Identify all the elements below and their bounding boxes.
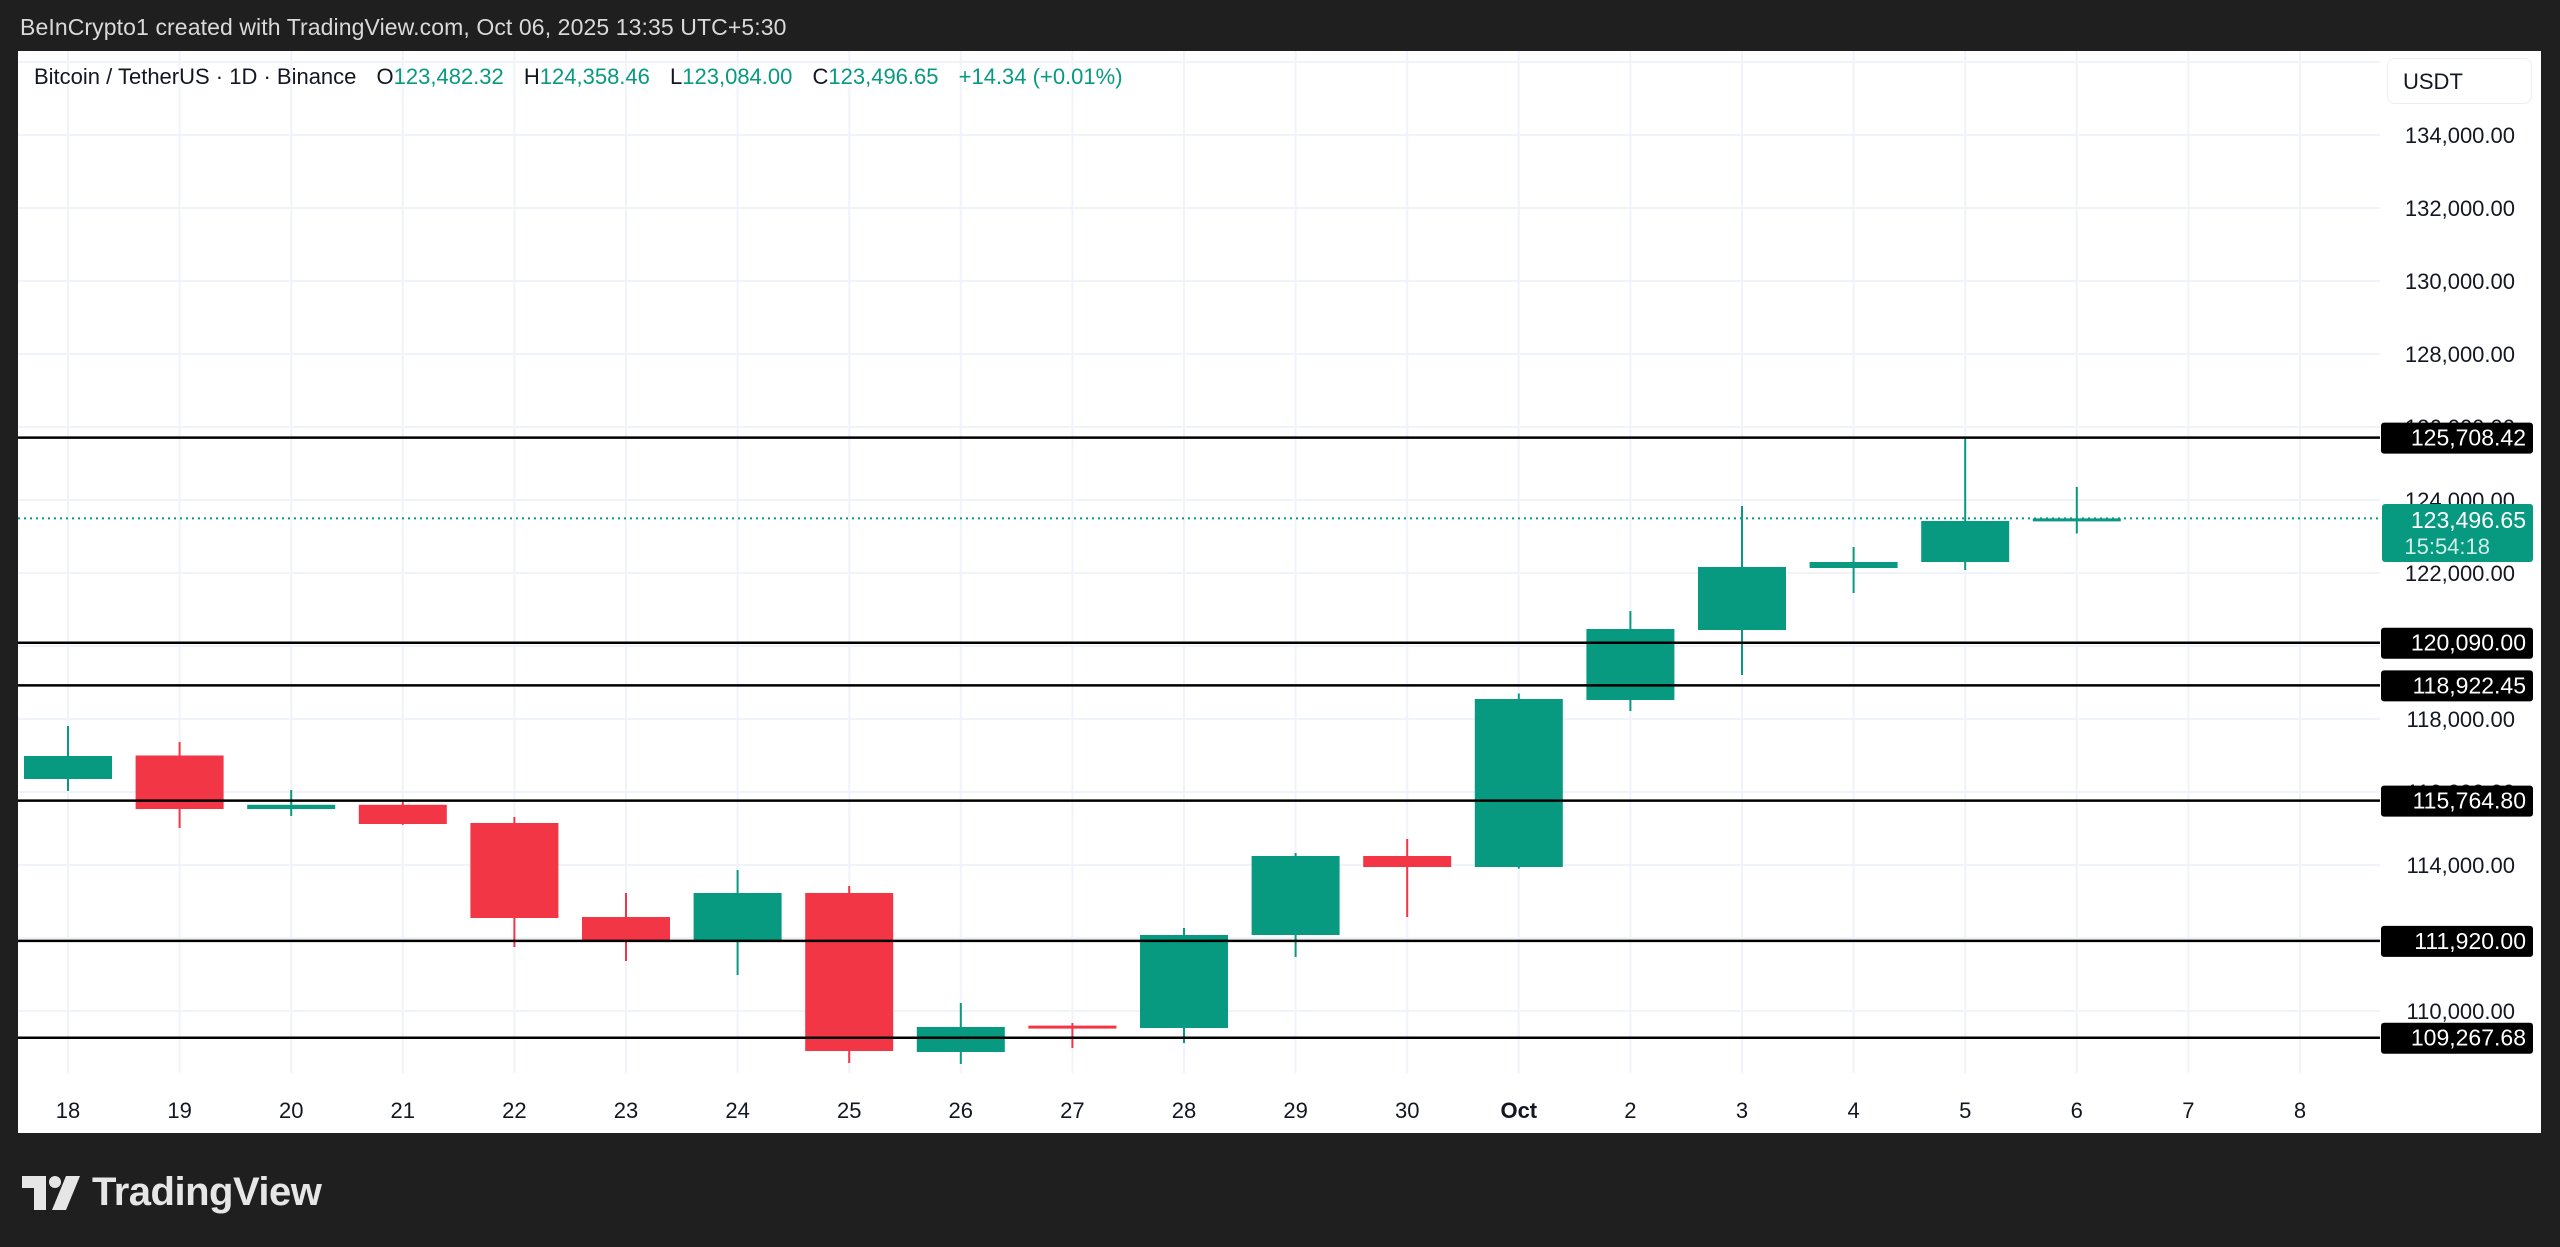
level-price-label bbox=[2381, 670, 2533, 702]
current-price-text: 123,496.65 bbox=[2411, 507, 2526, 533]
candle-body[interactable] bbox=[1698, 567, 1786, 631]
time-axis-tick: 23 bbox=[614, 1098, 638, 1123]
candle-body[interactable] bbox=[1809, 562, 1898, 568]
candle-body[interactable] bbox=[1363, 855, 1452, 868]
time-axis-tick: 27 bbox=[1060, 1098, 1084, 1123]
price-axis-tick: 130,000.00 bbox=[2405, 269, 2515, 294]
candle-body[interactable] bbox=[582, 917, 670, 943]
candle-body[interactable] bbox=[1474, 698, 1563, 868]
close-label: C bbox=[812, 64, 829, 89]
low-label: L bbox=[670, 64, 683, 89]
candle-body[interactable] bbox=[1586, 628, 1675, 700]
time-axis-tick: 30 bbox=[1395, 1098, 1419, 1123]
time-axis-tick: 4 bbox=[1847, 1098, 1859, 1123]
time-axis-tick: 29 bbox=[1283, 1098, 1307, 1123]
open-label: O bbox=[376, 64, 394, 89]
open-value: 123,482.32 bbox=[393, 64, 504, 89]
high-label: H bbox=[523, 64, 540, 89]
candle-body[interactable] bbox=[805, 892, 894, 1052]
time-axis-tick: 2 bbox=[1624, 1098, 1636, 1123]
symbol-legend: Bitcoin / TetherUS · 1D · Binance O123,4… bbox=[34, 64, 1123, 90]
level-price-text: 111,920.00 bbox=[2414, 928, 2526, 954]
candle-body[interactable] bbox=[247, 804, 336, 810]
candle-body[interactable] bbox=[470, 822, 559, 918]
price-axis-tick: 114,000.00 bbox=[2407, 853, 2515, 878]
price-axis-tick: 122,000.00 bbox=[2405, 561, 2515, 586]
symbol-title[interactable]: Bitcoin / TetherUS · 1D · Binance bbox=[34, 64, 357, 89]
time-axis-tick: 20 bbox=[279, 1098, 303, 1123]
time-axis-tick: 7 bbox=[2182, 1098, 2194, 1123]
time-axis-tick: 8 bbox=[2294, 1098, 2306, 1123]
bar-countdown-text: 15:54:18 bbox=[2404, 534, 2490, 559]
chart-caption: BeInCrypto1 created with TradingView.com… bbox=[20, 14, 787, 40]
level-price-label bbox=[2381, 1022, 2533, 1054]
high-value: 124,358.46 bbox=[539, 64, 650, 89]
level-price-text: 120,090.00 bbox=[2411, 630, 2526, 656]
time-axis-tick: 6 bbox=[2071, 1098, 2083, 1123]
time-axis-tick: 3 bbox=[1736, 1098, 1748, 1123]
candle-body[interactable] bbox=[1921, 520, 2010, 563]
currency-button[interactable]: USDT bbox=[2387, 58, 2532, 104]
price-axis-tick: 132,000.00 bbox=[2405, 196, 2515, 221]
time-axis-tick: 18 bbox=[56, 1098, 80, 1123]
tradingview-logo: TradingView bbox=[22, 1170, 322, 1215]
tradingview-wordmark: TradingView bbox=[92, 1170, 322, 1214]
level-price-text: 109,267.68 bbox=[2411, 1025, 2526, 1051]
time-axis-tick: 22 bbox=[502, 1098, 526, 1123]
candle-body[interactable] bbox=[358, 804, 447, 825]
level-price-label bbox=[2381, 925, 2533, 957]
time-axis-tick: 25 bbox=[837, 1098, 861, 1123]
time-axis-tick: Oct bbox=[1500, 1098, 1537, 1123]
price-axis-tick: 134,000.00 bbox=[2405, 123, 2515, 148]
candle-body[interactable] bbox=[1028, 1025, 1117, 1029]
time-axis-tick: 24 bbox=[725, 1098, 749, 1123]
change-value: +14.34 (+0.01%) bbox=[958, 64, 1123, 89]
candle-body[interactable] bbox=[916, 1026, 1005, 1052]
level-price-label bbox=[2381, 627, 2533, 659]
candle-body[interactable] bbox=[24, 756, 112, 780]
low-value: 123,084.00 bbox=[682, 64, 793, 89]
candlestick-chart[interactable]: 134,000.00 132,000.00 130,000.00 128,000.00… bbox=[18, 51, 2541, 1133]
time-axis-tick: 5 bbox=[1959, 1098, 1971, 1123]
tradingview-logo-icon bbox=[22, 1175, 80, 1210]
level-price-text: 115,764.80 bbox=[2413, 788, 2526, 814]
close-value: 123,496.65 bbox=[828, 64, 939, 89]
time-axis-tick: 19 bbox=[167, 1098, 191, 1123]
level-price-text: 118,922.45 bbox=[2413, 672, 2526, 698]
level-price-label bbox=[2381, 785, 2533, 817]
price-axis-tick: 128,000.00 bbox=[2405, 342, 2515, 367]
candle-body[interactable] bbox=[1251, 855, 1340, 936]
time-axis-tick: 21 bbox=[391, 1098, 415, 1123]
level-price-label bbox=[2381, 422, 2533, 454]
time-axis-tick: 28 bbox=[1172, 1098, 1196, 1123]
chart-panel[interactable]: 134,000.00 132,000.00 130,000.00 128,000.00… bbox=[18, 51, 2541, 1133]
level-price-text: 125,708.42 bbox=[2411, 425, 2526, 451]
price-axis-tick: 118,000.00 bbox=[2407, 707, 2515, 732]
price-axis-tick: 110,000.00 bbox=[2407, 999, 2515, 1024]
candle-body[interactable] bbox=[2032, 518, 2121, 522]
candle-body[interactable] bbox=[693, 892, 782, 943]
time-axis-tick: 26 bbox=[949, 1098, 973, 1123]
candle-body[interactable] bbox=[1140, 935, 1228, 1029]
current-price-badge bbox=[2382, 504, 2533, 562]
